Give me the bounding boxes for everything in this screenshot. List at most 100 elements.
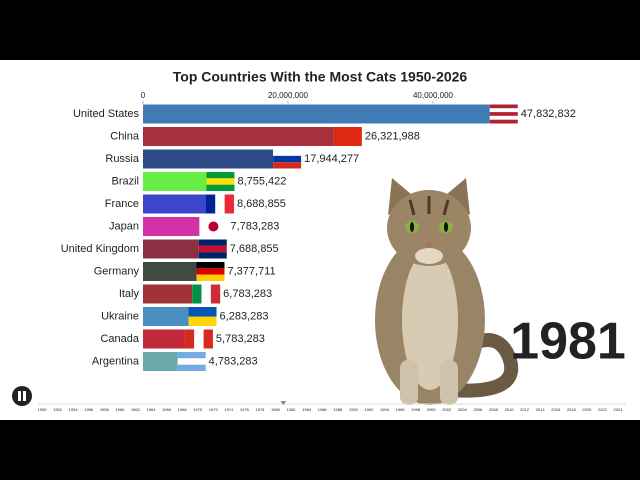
timeline-year: 2000 [427,407,437,412]
timeline-year: 1976 [240,407,250,412]
bar [143,149,274,169]
flag-stripe [177,358,206,365]
value-label: 26,321,988 [365,130,420,142]
x-tick-label: 20,000,000 [268,91,309,100]
bar [143,352,178,371]
bar [143,284,193,304]
timeline-year: 1952 [53,407,63,412]
flag [192,284,221,304]
flag-stripe [206,178,235,185]
flag-stripe [489,112,518,116]
value-label: 4,783,283 [209,355,258,367]
timeline-year: 1966 [162,407,172,412]
timeline-year: 1974 [224,407,234,412]
cat-illustration [375,178,519,405]
timeline-year: 2014 [536,407,546,412]
flag-stripe [198,239,227,246]
flag-stripe [273,162,302,169]
x-tick-label: 0 [141,91,146,100]
flag-stripe [196,268,225,275]
timeline-year: 1970 [193,407,203,412]
value-label: 7,783,283 [230,220,279,232]
flag-stripe [188,316,217,326]
value-label: 6,283,283 [220,310,269,322]
flag-stripe [489,104,518,109]
timeline-year: 2024 [614,407,624,412]
category-label: China [110,130,140,142]
bar [143,127,334,146]
flag-stripe [489,119,518,124]
timeline-year: 1980 [271,407,281,412]
value-label: 5,783,283 [216,333,265,345]
timeline-year: 2006 [473,407,483,412]
timeline-year: 1992 [364,407,374,412]
category-label: Germany [94,265,140,277]
timeline-marker [280,401,287,405]
category-label: Russia [105,153,140,165]
timeline-year: 1950 [38,407,48,412]
flag-stripe [184,329,195,349]
value-label: 47,832,832 [521,108,576,120]
timeline-year: 1962 [131,407,141,412]
timeline-year: 1990 [349,407,359,412]
category-label: France [105,198,139,210]
flag-stripe [206,172,235,179]
flag [184,329,213,349]
flag [206,172,235,191]
flag [177,352,206,371]
timeline-year: 2022 [598,407,608,412]
timeline-year: 1964 [147,407,157,412]
timeline-year: 1996 [396,407,406,412]
flag-stripe [188,307,217,317]
category-label: Canada [100,333,139,345]
year-label: 1981 [510,313,626,371]
flag-stripe [273,155,302,163]
timeline-year: 2012 [520,407,530,412]
category-label: Ukraine [101,310,139,322]
value-label: 17,944,277 [304,153,359,165]
timeline-year: 1998 [411,407,421,412]
flag-stripe [205,194,216,214]
timeline-year: 2002 [442,407,452,412]
flag-stripe [489,108,518,113]
pause-button[interactable] [12,386,32,406]
value-label: 8,688,855 [237,198,286,210]
category-label: United States [73,108,140,120]
flag [273,149,302,169]
category-label: Argentina [92,355,140,367]
value-label: 8,755,422 [237,175,286,187]
flag-stripe [201,284,211,304]
flag [333,127,362,146]
timeline-year: 2020 [582,407,592,412]
category-label: Italy [119,288,140,300]
flag-stripe [198,245,227,253]
timeline-year: 1958 [100,407,110,412]
chart-title: Top Countries With the Most Cats 1950-20… [173,69,468,85]
timeline-year: 1984 [302,407,312,412]
timeline-year: 1960 [115,407,125,412]
bar [143,307,189,326]
flag-stripe [192,284,202,304]
bar [143,172,207,191]
flag-stripe [196,262,225,269]
timeline-year: 1956 [84,407,94,412]
category-label: Brazil [111,175,139,187]
flag-stripe [333,127,362,146]
timeline-year: 1982 [287,407,297,412]
timeline-year: 1986 [318,407,328,412]
flag-stripe [198,252,227,259]
timeline-year: 2004 [458,407,468,412]
flag [198,239,227,259]
flag-stripe [203,329,213,349]
value-label: 6,783,283 [223,288,272,300]
timeline-year: 1994 [380,407,390,412]
flag-stripe [489,115,518,120]
value-label: 7,377,711 [227,265,275,277]
x-tick-label: 40,000,000 [413,91,454,100]
timeline-year: 2016 [551,407,561,412]
flag-stripe [210,284,221,304]
flag [196,262,225,281]
flag-stripe [177,352,206,359]
